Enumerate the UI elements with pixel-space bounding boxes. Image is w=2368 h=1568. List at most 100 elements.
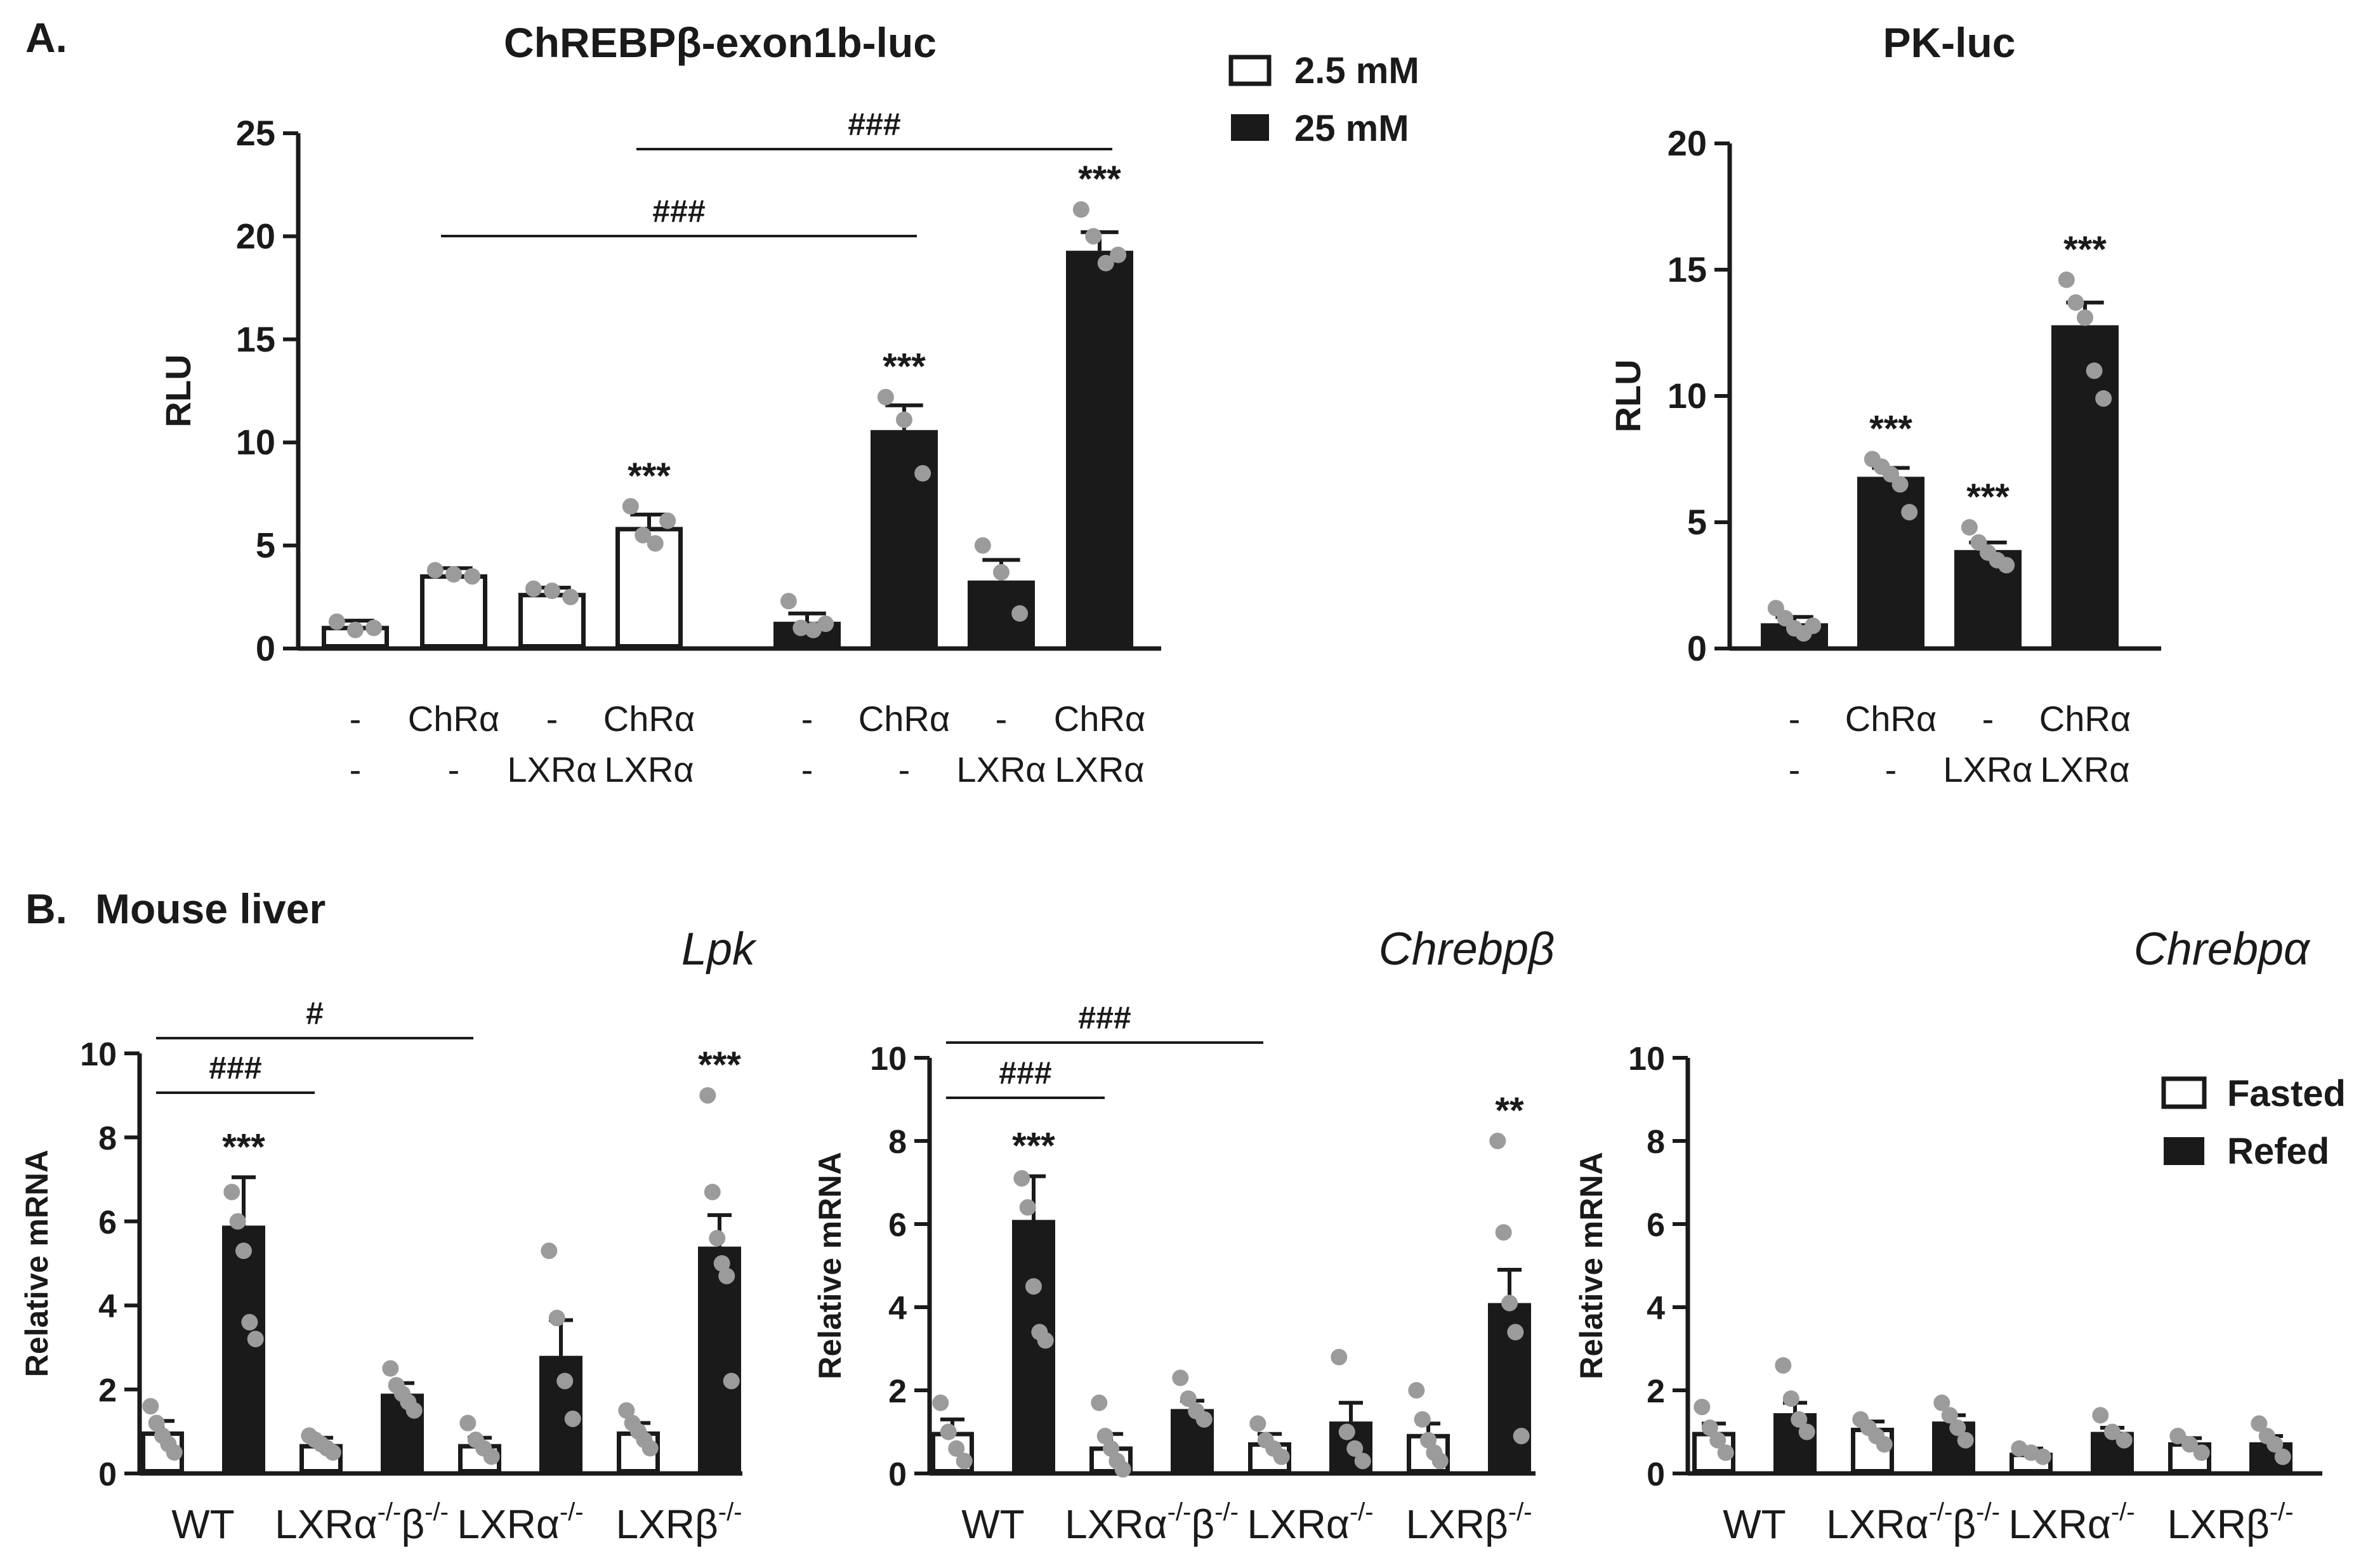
- data-point: [993, 563, 1010, 581]
- legend-label-filled: 25 mM: [1294, 108, 1409, 149]
- data-point: [877, 388, 894, 405]
- charts: 0510152025RLUChREBPβ-exon1b-luc--ChRα--L…: [19, 19, 2322, 1547]
- y-axis-label: Relative mRNA: [1574, 1152, 1609, 1379]
- legend-b: Fasted Refed: [2161, 1073, 2346, 1172]
- data-point: [556, 1373, 574, 1390]
- data-point: [1791, 1411, 1808, 1428]
- data-point: [1782, 1390, 1799, 1407]
- data-point: [1091, 1394, 1108, 1411]
- group-label-text: LXRα: [2008, 1501, 2111, 1547]
- data-point: [1805, 617, 1822, 635]
- group-label-superscript: -/-: [2270, 1498, 2294, 1526]
- data-point: [1798, 1423, 1815, 1440]
- significance-label: ***: [698, 1044, 741, 1086]
- significance-label: ***: [883, 346, 926, 388]
- data-point: [2092, 1407, 2109, 1424]
- data-point: [1408, 1382, 1425, 1399]
- chart-title: ChREBPβ-exon1b-luc: [504, 19, 937, 66]
- group-label: LXRα-/-β-/-: [1065, 1498, 1239, 1547]
- data-point: [241, 1314, 258, 1331]
- chart-pk_luc: 05101520RLUPK-luc--ChRα--LXRαChRαLXRα***…: [1608, 19, 2161, 789]
- y-tick-label: 2: [888, 1373, 907, 1410]
- legend-a: 2.5 mM 25 mM: [1228, 50, 1419, 149]
- group-label-superscript: -/-: [1976, 1498, 2000, 1526]
- data-point: [1901, 504, 1918, 521]
- data-point: [1701, 1419, 1718, 1436]
- data-point: [2034, 1448, 2051, 1465]
- data-point: [1195, 1411, 1213, 1428]
- condition-row2-label: LXRα: [956, 749, 1046, 789]
- data-point: [723, 1373, 740, 1390]
- significance-label: ***: [1966, 477, 2010, 518]
- group-label: WT: [961, 1501, 1025, 1547]
- condition-row1-label: -: [1982, 699, 1994, 739]
- data-point: [1489, 1133, 1506, 1149]
- condition-row2-label: LXRα: [604, 749, 694, 789]
- legend-swatch-refed: [2164, 1137, 2204, 1165]
- bar: [698, 1246, 741, 1473]
- data-point: [1694, 1399, 1711, 1416]
- data-point: [2086, 362, 2103, 379]
- group-label-text: WT: [961, 1501, 1025, 1547]
- group-label-superscript: -/-: [1168, 1498, 1192, 1526]
- data-point: [1180, 1390, 1197, 1407]
- data-point: [622, 497, 639, 515]
- data-point: [562, 588, 579, 605]
- chart-chrebp_luc: 0 5 10 15 20 25 RLU ChREBPβ-exon1b-luc - - ChRα - - L…: [158, 19, 1161, 789]
- significance-label: **: [1495, 1090, 1524, 1131]
- data-point: [464, 568, 481, 585]
- data-point: [647, 535, 664, 552]
- group-label: LXRβ-/-: [615, 1498, 742, 1547]
- panel-a-label: A.: [25, 14, 67, 61]
- data-point: [223, 1183, 240, 1201]
- condition-row1-label: ChRα: [1845, 699, 1937, 739]
- panel-b-title: Mouse liver: [95, 885, 326, 932]
- condition-row1-label: ChRα: [858, 699, 950, 739]
- data-point: [1331, 1348, 1348, 1366]
- data-point: [699, 1087, 716, 1104]
- comparison-label: ###: [999, 1055, 1051, 1091]
- data-point: [1019, 1199, 1036, 1216]
- legend-label-fasted: Fasted: [2227, 1073, 2346, 1114]
- data-point: [2058, 271, 2075, 288]
- data-point: [541, 1242, 558, 1260]
- data-point: [142, 1398, 159, 1415]
- y-tick-label: 10: [870, 1041, 907, 1077]
- data-point: [525, 580, 542, 597]
- y-tick-label: 0: [256, 628, 275, 668]
- condition-row1-label: -: [1789, 699, 1801, 739]
- condition-row2-label: LXRα: [507, 749, 596, 789]
- significance-label: ***: [1078, 159, 1121, 200]
- data-point: [1354, 1453, 1371, 1470]
- legend-swatch-fasted: [2161, 1076, 2207, 1109]
- data-point: [1513, 1428, 1530, 1445]
- y-axis-label: RLU: [158, 354, 198, 427]
- data-point: [1110, 246, 1127, 263]
- group-label-text: LXRβ: [2167, 1501, 2269, 1547]
- data-point: [914, 464, 931, 482]
- condition-row1-label: ChRα: [1054, 699, 1145, 739]
- data-point: [328, 613, 345, 630]
- condition-row2-label: -: [448, 749, 460, 789]
- data-point: [713, 1255, 730, 1272]
- chart-title: Chrebpβ: [1379, 924, 1555, 975]
- group-label-text: LXRα: [1826, 1501, 1929, 1547]
- data-point: [1501, 1295, 1518, 1312]
- group-label: LXRβ-/-: [1405, 1498, 1532, 1547]
- data-point: [382, 1360, 399, 1377]
- data-point: [2115, 1432, 2133, 1449]
- data-point: [635, 527, 652, 544]
- data-point: [229, 1213, 246, 1230]
- group-label-superscript: -/-: [1214, 1498, 1239, 1526]
- y-tick-label: 5: [256, 525, 275, 565]
- data-point: [659, 512, 676, 529]
- data-point: [641, 1440, 659, 1457]
- data-point: [1709, 1432, 1727, 1449]
- chart-title: Chrebpα: [2134, 924, 2311, 975]
- y-axis-label: Relative mRNA: [812, 1152, 848, 1379]
- data-point: [1346, 1440, 1364, 1457]
- group-label-text: WT: [171, 1501, 235, 1547]
- y-tick-label: 8: [1647, 1124, 1665, 1161]
